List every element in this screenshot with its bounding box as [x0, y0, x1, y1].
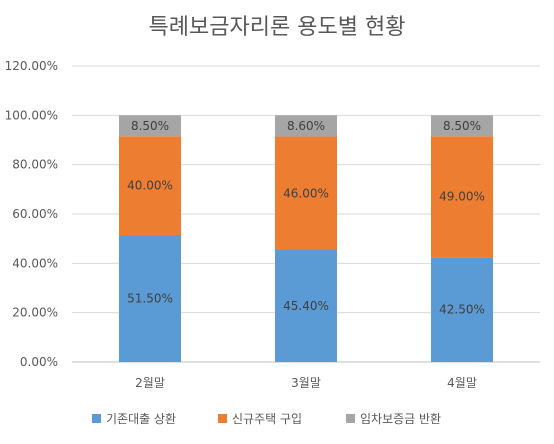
bar-segment [431, 257, 493, 362]
x-tick-label: 2월말 [135, 376, 165, 390]
chart-title: 특례보금자리론 용도별 현황 [149, 15, 406, 40]
x-axis-labels: 2월말 3월말 4월말 [135, 376, 477, 390]
legend-swatch [92, 414, 101, 423]
y-axis-ticks: 0.00% 20.00% 40.00% 60.00% 80.00% 100.00% 120.… [5, 59, 58, 369]
bar-segment [275, 250, 337, 362]
x-tick-label: 3월말 [291, 376, 321, 390]
data-label: 51.50% [127, 291, 173, 305]
legend-swatch [218, 414, 227, 423]
y-tick-label: 80.00% [12, 158, 58, 172]
data-label: 46.00% [283, 186, 329, 200]
data-label: 8.50% [443, 119, 481, 133]
data-label: 8.60% [287, 119, 325, 133]
y-tick-label: 20.00% [12, 306, 58, 320]
bar-segment [431, 136, 493, 258]
legend-label: 기존대출 상환 [106, 412, 176, 426]
data-label: 8.50% [131, 119, 169, 133]
bar-segment [275, 136, 337, 251]
y-tick-label: 60.00% [12, 207, 58, 221]
y-tick-label: 100.00% [5, 108, 58, 122]
bar-segment [119, 136, 181, 235]
legend: 기존대출 상환 신규주택 구입 임차보증금 반환 [92, 412, 441, 426]
x-tick-label: 4월말 [447, 376, 477, 390]
bar-segment [119, 115, 181, 137]
bar-segment [119, 234, 181, 362]
y-tick-label: 0.00% [20, 355, 58, 369]
data-label: 49.00% [439, 190, 485, 204]
legend-label: 신규주택 구입 [232, 412, 302, 426]
y-tick-label: 40.00% [12, 256, 58, 270]
bar-segment [275, 115, 337, 137]
data-label: 45.40% [283, 299, 329, 313]
data-label: 42.50% [439, 303, 485, 317]
bar-segment [431, 115, 493, 137]
bars: 51.50% 40.00% 8.50% 45.40% 46.00% 8.60% 42.50%… [119, 115, 493, 362]
legend-label: 임차보증금 반환 [360, 412, 441, 426]
legend-swatch [346, 414, 355, 423]
y-tick-label: 120.00% [5, 59, 58, 73]
data-label: 40.00% [127, 179, 173, 193]
